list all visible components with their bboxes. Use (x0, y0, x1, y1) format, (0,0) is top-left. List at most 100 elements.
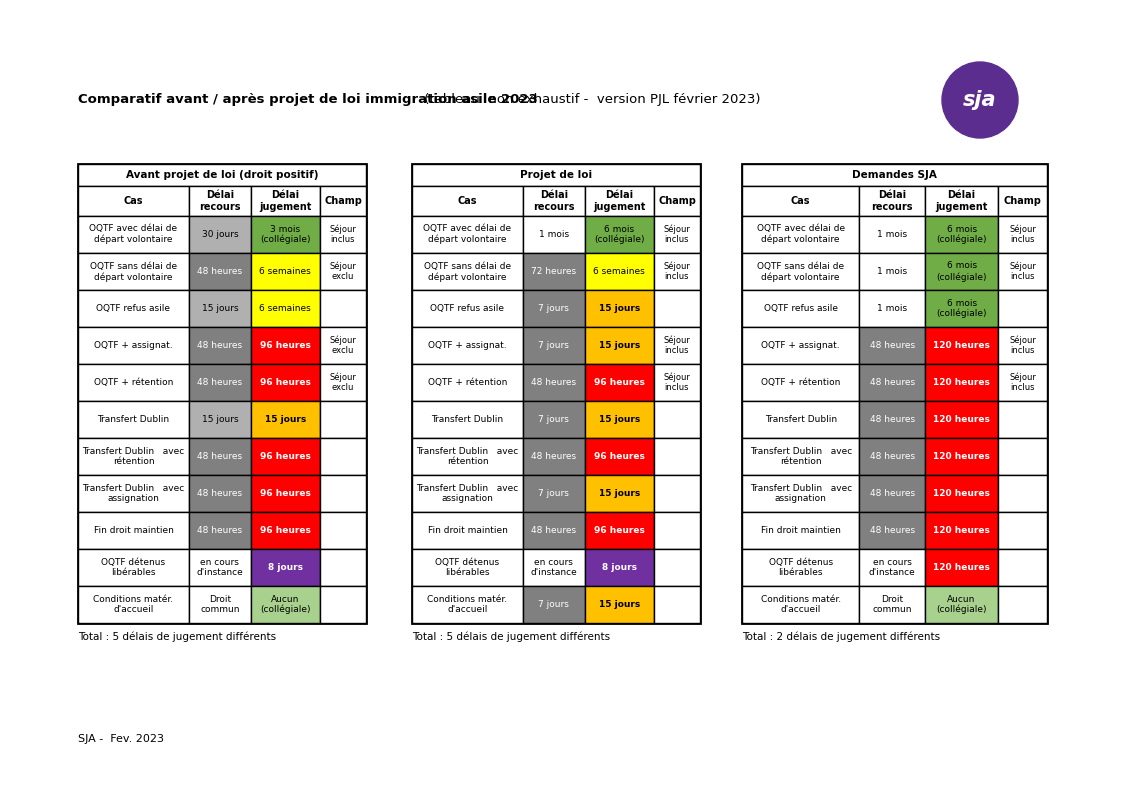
Bar (998, 401, 1047, 438)
Text: 48 heures: 48 heures (531, 526, 576, 535)
Text: OQTF + rétention: OQTF + rétention (93, 378, 173, 387)
Text: OQTF refus asile: OQTF refus asile (764, 304, 838, 313)
Bar (585, 512, 654, 549)
Bar (859, 401, 925, 438)
Text: Délai
recours: Délai recours (199, 191, 240, 212)
Text: Séjour
inclus: Séjour inclus (664, 261, 691, 281)
Text: 120 heures: 120 heures (933, 452, 990, 461)
Bar (859, 512, 925, 549)
Bar (585, 253, 654, 290)
Ellipse shape (942, 62, 1019, 138)
Text: Transfert Dublin   avec
assignation: Transfert Dublin avec assignation (749, 484, 852, 503)
Bar (859, 364, 925, 401)
Bar (77, 216, 189, 253)
Text: OQTF détenus
libérables: OQTF détenus libérables (768, 558, 833, 577)
Text: OQTF détenus
libérables: OQTF détenus libérables (101, 558, 165, 577)
Text: 7 jours: 7 jours (538, 489, 569, 498)
Text: OQTF détenus
libérables: OQTF détenus libérables (436, 558, 500, 577)
Text: Séjour
inclus: Séjour inclus (1010, 336, 1037, 356)
Bar (250, 290, 320, 327)
Bar (77, 475, 189, 512)
Bar (189, 549, 250, 586)
Bar (523, 475, 585, 512)
Bar (250, 401, 320, 438)
Text: OQTF + assignat.: OQTF + assignat. (761, 341, 840, 350)
Bar (585, 549, 654, 586)
Text: 96 heures: 96 heures (594, 526, 645, 535)
Bar (925, 475, 998, 512)
Bar (189, 475, 250, 512)
Text: OQTF + rétention: OQTF + rétention (428, 378, 508, 387)
Text: OQTF + assignat.: OQTF + assignat. (94, 341, 173, 350)
Text: 120 heures: 120 heures (933, 489, 990, 498)
Text: Transfert Dublin   avec
assignation: Transfert Dublin avec assignation (82, 484, 184, 503)
Bar (77, 401, 189, 438)
Text: Champ: Champ (325, 196, 362, 206)
Text: OQTF + rétention: OQTF + rétention (761, 378, 840, 387)
Bar (742, 401, 859, 438)
Bar (412, 549, 523, 586)
Bar (189, 512, 250, 549)
Text: 120 heures: 120 heures (933, 526, 990, 535)
Text: 96 heures: 96 heures (259, 489, 311, 498)
Bar (250, 475, 320, 512)
Bar (925, 327, 998, 364)
Bar (412, 512, 523, 549)
Text: SJA -  Fev. 2023: SJA - Fev. 2023 (77, 734, 164, 744)
Bar (998, 290, 1047, 327)
Text: 6 semaines: 6 semaines (593, 267, 646, 276)
Bar (585, 438, 654, 475)
Text: 48 heures: 48 heures (531, 452, 576, 461)
Text: Demandes SJA: Demandes SJA (852, 170, 937, 180)
Text: 120 heures: 120 heures (933, 415, 990, 424)
Text: Délai
jugement: Délai jugement (935, 191, 988, 212)
Bar (77, 186, 189, 216)
Bar (859, 290, 925, 327)
Bar (742, 186, 859, 216)
Text: Séjour
inclus: Séjour inclus (1010, 225, 1037, 245)
Bar (925, 216, 998, 253)
Text: Transfert Dublin   avec
rétention: Transfert Dublin avec rétention (749, 447, 852, 466)
Bar (320, 401, 366, 438)
Text: 96 heures: 96 heures (594, 452, 645, 461)
Text: Séjour
inclus: Séjour inclus (1010, 261, 1037, 281)
Bar (250, 549, 320, 586)
Text: OQTF sans délai de
départ volontaire: OQTF sans délai de départ volontaire (90, 261, 177, 282)
Bar (320, 586, 366, 623)
Text: Transfert Dublin   avec
rétention: Transfert Dublin avec rétention (82, 447, 184, 466)
Bar (412, 475, 523, 512)
Text: 15 jours: 15 jours (201, 415, 238, 424)
Bar (320, 216, 366, 253)
Bar (77, 290, 189, 327)
Text: 1 mois: 1 mois (877, 230, 907, 239)
Text: 48 heures: 48 heures (869, 378, 915, 387)
Bar (412, 216, 523, 253)
Bar (412, 438, 523, 475)
Bar (523, 512, 585, 549)
Bar (654, 586, 700, 623)
Text: Séjour
inclus: Séjour inclus (664, 336, 691, 356)
Bar (998, 549, 1047, 586)
Text: 15 jours: 15 jours (599, 415, 640, 424)
Text: Total : 5 délais de jugement différents: Total : 5 délais de jugement différents (77, 631, 276, 642)
Bar (654, 364, 700, 401)
Bar (585, 475, 654, 512)
Bar (742, 586, 859, 623)
Bar (320, 290, 366, 327)
Bar (250, 512, 320, 549)
Bar (925, 290, 998, 327)
Bar (523, 401, 585, 438)
Bar (998, 327, 1047, 364)
Text: 48 heures: 48 heures (198, 378, 243, 387)
Text: Total : 5 délais de jugement différents: Total : 5 délais de jugement différents (412, 631, 610, 642)
Bar (742, 475, 859, 512)
Text: 7 jours: 7 jours (538, 341, 569, 350)
Text: Avant projet de loi (droit positif): Avant projet de loi (droit positif) (126, 170, 318, 180)
Bar (925, 512, 998, 549)
Text: Délai
jugement: Délai jugement (593, 191, 646, 212)
Bar (998, 512, 1047, 549)
Bar (77, 512, 189, 549)
Text: 48 heures: 48 heures (869, 452, 915, 461)
Text: Séjour
exclu: Séjour exclu (329, 261, 356, 281)
Text: Champ: Champ (658, 196, 696, 206)
